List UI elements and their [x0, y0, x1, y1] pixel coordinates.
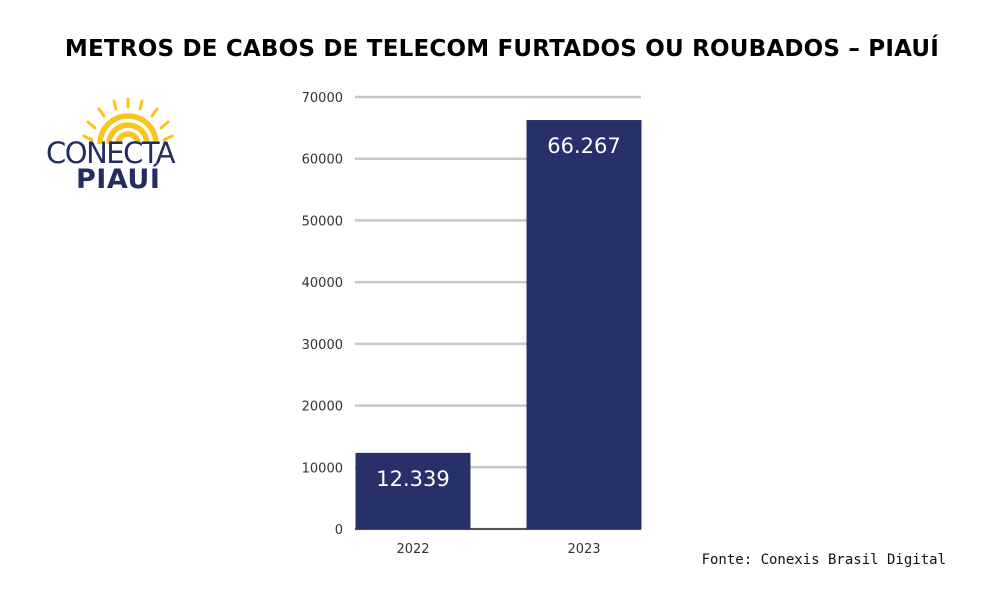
data-label: 12.339	[376, 467, 449, 491]
data-label: 66.267	[547, 134, 620, 158]
y-tick-label: 20000	[302, 400, 343, 415]
y-tick-label: 30000	[302, 338, 343, 353]
y-tick-label: 10000	[302, 461, 343, 476]
y-tick-label: 40000	[302, 276, 343, 291]
x-tick-label: 2023	[567, 542, 600, 557]
sun-rays-logo-icon	[82, 97, 174, 145]
logo-text-conecta: CONECTA	[46, 136, 176, 170]
bar-2022	[355, 452, 471, 529]
y-tick-label: 70000	[302, 91, 343, 106]
y-tick-label: 50000	[302, 214, 343, 229]
bar-2023	[526, 120, 642, 530]
brand-logo: CONECTA PIAUÍ	[42, 97, 202, 200]
source-note: Fonte: Conexis Brasil Digital	[701, 552, 946, 568]
y-tick-label: 0	[335, 523, 343, 538]
x-tick-label: 2022	[396, 542, 429, 557]
y-tick-label: 60000	[302, 153, 343, 168]
logo-text-piaui: PIAUÍ	[76, 164, 161, 195]
chart-title: METROS DE CABOS DE TELECOM FURTADOS OU R…	[64, 36, 940, 62]
